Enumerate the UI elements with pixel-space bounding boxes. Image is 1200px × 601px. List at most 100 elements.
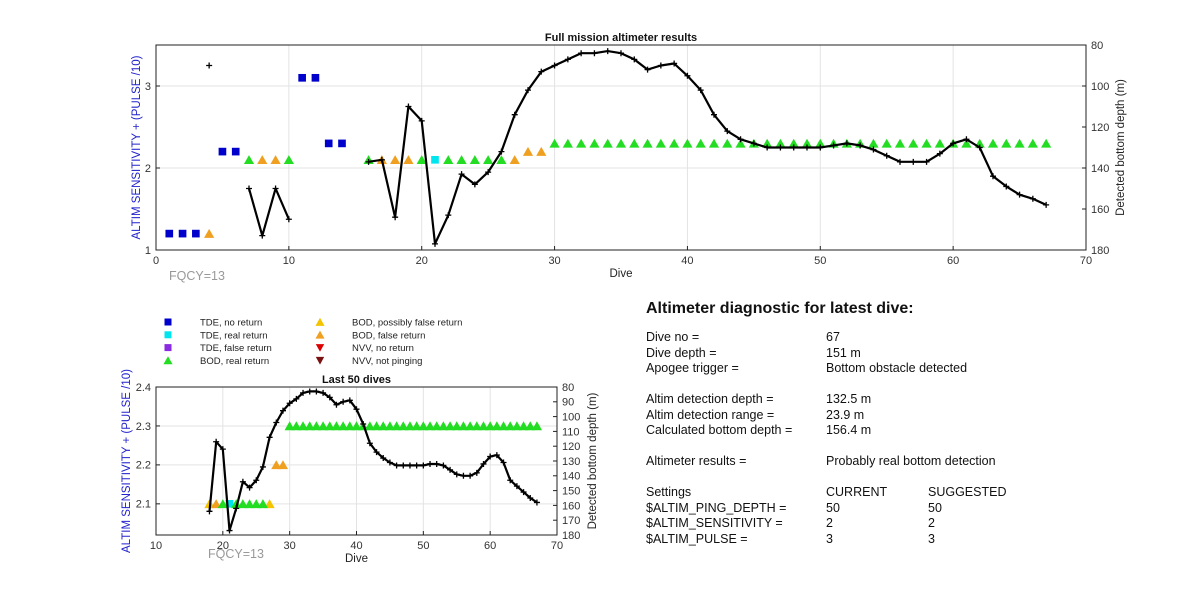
depth-point (418, 117, 425, 124)
diagnostic-label: Dive no = (646, 330, 700, 344)
depth-point (392, 214, 399, 221)
diagnostic-row: Apogee trigger = Bottom obstacle detected (646, 361, 1106, 377)
depth-point (471, 181, 478, 188)
y2-axis-label: Detected bottom depth (m) (1115, 79, 1127, 216)
depth-point (453, 471, 460, 478)
marker-bod_real (562, 138, 573, 148)
depth-point (487, 453, 494, 460)
fqcy-annotation: FQCY=13 (208, 547, 264, 561)
depth-point (1029, 195, 1036, 202)
diagnostic-value: 2 (826, 516, 833, 530)
marker-bod_real (801, 138, 813, 148)
y2-tick-label: 150 (562, 485, 580, 497)
marker-bod_real (364, 421, 375, 431)
marker-bod_real (458, 421, 469, 431)
marker-bod_real (391, 421, 402, 431)
depth-point (239, 478, 246, 485)
diagnostic-value: 132.5 m (826, 392, 872, 406)
depth-point (373, 449, 380, 456)
marker-tde_no (324, 139, 333, 148)
marker-bod_real (511, 421, 522, 431)
depth-point (353, 406, 360, 413)
depth-point (405, 103, 412, 110)
marker-tde_no (231, 147, 240, 156)
x-tick-label: 10 (283, 255, 295, 267)
depth-point (950, 140, 957, 147)
x-axis-label: Dive (609, 268, 632, 280)
marker-bod_real (378, 421, 389, 431)
marker-bod_real (251, 499, 262, 509)
x-tick-label: 30 (548, 255, 560, 267)
depth-point (306, 388, 313, 395)
marker-tde_no (178, 229, 187, 238)
depth-point (750, 140, 757, 147)
depth-point (963, 136, 970, 143)
marker-bod_real (1014, 138, 1025, 148)
marker-bod_real (217, 499, 228, 509)
depth-point (447, 466, 454, 473)
depth-point (480, 460, 487, 467)
marker-tde_no (298, 73, 306, 82)
chart-title: Full mission altimeter results (545, 32, 697, 44)
marker-bod_real (496, 155, 507, 165)
y-tick-label: 2.2 (136, 460, 151, 472)
depth-point (365, 158, 372, 165)
legend-marker (164, 344, 172, 352)
marker-bod_real (815, 138, 826, 148)
depth-point (246, 185, 252, 192)
x-tick-label: 0 (153, 255, 159, 267)
depth-point (313, 388, 320, 395)
marker-bod_real (418, 421, 429, 431)
depth-point (458, 171, 465, 178)
y2-tick-label: 80 (562, 382, 574, 394)
marker-bod_real (987, 138, 999, 148)
marker-bod_real (669, 138, 680, 148)
marker-bod_real (788, 138, 799, 148)
depth-point (644, 66, 651, 73)
diagnostic-row: Altimeter results = Probably real bottom … (646, 454, 1106, 470)
marker-bod_real (589, 138, 600, 148)
marker-bod_false (211, 499, 222, 509)
marker-bod_real (304, 421, 315, 431)
marker-bod_real (231, 499, 242, 509)
marker-bod_false (390, 155, 401, 165)
depth-point (433, 460, 440, 467)
depth-point (910, 158, 917, 165)
y-tick-label: 2 (145, 163, 151, 175)
y-tick-label: 3 (145, 81, 151, 93)
diagnostic-row: $ALTIM_SENSITIVITY = 2 2 (646, 516, 1106, 532)
x-tick-label: 50 (814, 255, 826, 267)
depth-point (246, 484, 253, 491)
depth-point (897, 158, 903, 165)
diagnostic-label: Calculated bottom depth = (646, 423, 793, 437)
depth-point (393, 462, 400, 469)
diagnostic-value: Bottom obstacle detected (826, 361, 968, 375)
diagnostic-value: 23.9 m (826, 407, 865, 422)
diagnostic-value: 151 m (826, 345, 861, 360)
y2-tick-label: 120 (1091, 122, 1109, 134)
x-tick-label: 20 (217, 540, 229, 552)
diagnostic-row (646, 439, 1106, 455)
marker-bod_real (1041, 138, 1052, 148)
depth-point (604, 48, 611, 55)
diagnostic-suggested: 50 (928, 500, 942, 515)
y2-tick-label: 100 (1091, 81, 1109, 93)
depth-point (684, 72, 691, 79)
depth-point (804, 144, 810, 151)
depth-point (976, 144, 983, 151)
depth-point (413, 462, 420, 469)
depth-point (340, 398, 347, 405)
depth-point (320, 389, 327, 396)
x-tick-label: 50 (417, 540, 429, 552)
marker-bod_real (317, 421, 329, 431)
legend-label: TDE, no return (200, 318, 262, 329)
legend-marker (315, 344, 325, 352)
depth-point (286, 400, 293, 407)
depth-point (346, 397, 353, 404)
marker-bod_real (257, 499, 269, 509)
depth-point (440, 462, 447, 469)
depth-point (467, 472, 474, 479)
depth-point (380, 455, 387, 462)
depth-point (273, 419, 280, 426)
fqcy-annotation: FQCY=13 (169, 269, 225, 283)
